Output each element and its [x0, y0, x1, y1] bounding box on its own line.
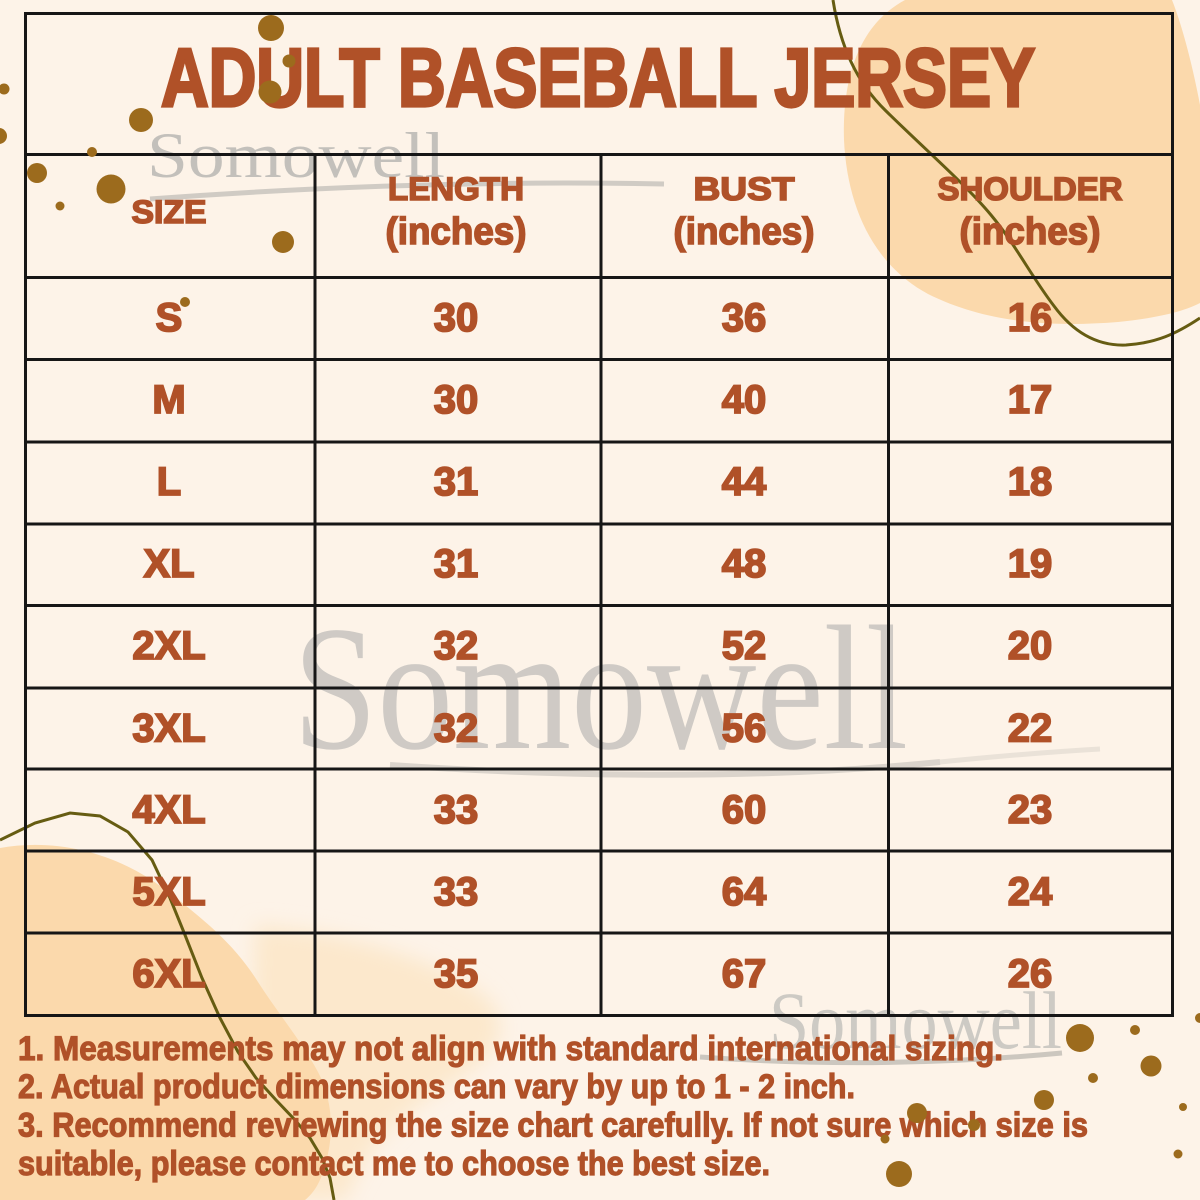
svg-text:ADULT BASEBALL JERSEY: ADULT BASEBALL JERSEY — [161, 31, 1035, 124]
svg-text:60: 60 — [722, 788, 767, 832]
svg-text:64: 64 — [722, 870, 767, 914]
svg-text:(inches): (inches) — [386, 211, 527, 253]
svg-text:BUST: BUST — [694, 171, 796, 207]
svg-text:33: 33 — [434, 870, 479, 914]
svg-text:48: 48 — [722, 542, 767, 586]
svg-text:31: 31 — [434, 460, 479, 504]
svg-text:56: 56 — [722, 707, 767, 751]
svg-text:16: 16 — [1008, 296, 1053, 340]
svg-text:52: 52 — [722, 624, 767, 668]
svg-text:LENGTH: LENGTH — [388, 171, 524, 207]
svg-text:18: 18 — [1008, 460, 1053, 504]
svg-text:40: 40 — [722, 378, 767, 422]
svg-text:19: 19 — [1008, 542, 1053, 586]
svg-text:67: 67 — [722, 952, 767, 996]
svg-text:(inches): (inches) — [674, 211, 815, 253]
svg-text:1. Measurements may not align: 1. Measurements may not align with stand… — [18, 1030, 1003, 1068]
svg-text:S: S — [156, 296, 183, 340]
svg-text:(inches): (inches) — [960, 211, 1101, 253]
svg-text:22: 22 — [1008, 707, 1053, 751]
svg-text:23: 23 — [1008, 788, 1053, 832]
svg-text:31: 31 — [434, 542, 479, 586]
svg-text:24: 24 — [1008, 870, 1053, 914]
svg-text:17: 17 — [1008, 378, 1053, 422]
svg-text:36: 36 — [722, 296, 767, 340]
svg-text:L: L — [157, 460, 181, 504]
svg-text:XL: XL — [143, 542, 194, 586]
svg-text:3. Recommend reviewing the siz: 3. Recommend reviewing the size chart ca… — [18, 1107, 1088, 1145]
svg-text:20: 20 — [1008, 624, 1053, 668]
svg-text:35: 35 — [434, 952, 479, 996]
svg-text:3XL: 3XL — [132, 707, 205, 751]
svg-text:32: 32 — [434, 624, 479, 668]
svg-text:32: 32 — [434, 707, 479, 751]
svg-text:4XL: 4XL — [132, 788, 205, 832]
svg-text:33: 33 — [434, 788, 479, 832]
svg-text:26: 26 — [1008, 952, 1053, 996]
svg-text:SIZE: SIZE — [132, 194, 207, 230]
svg-text:44: 44 — [722, 460, 767, 504]
svg-text:30: 30 — [434, 296, 479, 340]
svg-text:SHOULDER: SHOULDER — [938, 171, 1123, 207]
svg-text:30: 30 — [434, 378, 479, 422]
svg-text:M: M — [152, 378, 185, 422]
svg-text:2. Actual product dimensions c: 2. Actual product dimensions can vary by… — [18, 1068, 855, 1106]
svg-text:Somowell: Somowell — [769, 975, 1062, 1066]
svg-text:suitable, please contact me to: suitable, please contact me to choose th… — [18, 1145, 770, 1183]
svg-text:2XL: 2XL — [132, 624, 205, 668]
svg-text:6XL: 6XL — [132, 952, 205, 996]
svg-text:5XL: 5XL — [132, 870, 205, 914]
